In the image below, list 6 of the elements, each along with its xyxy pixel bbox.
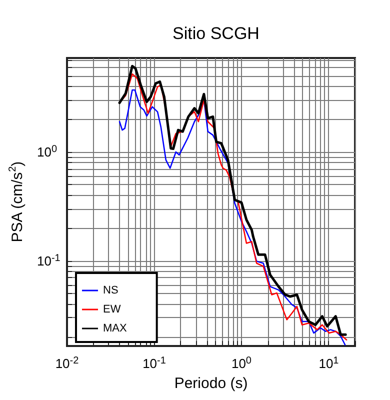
y-axis-title: PSA (cm/s2): [8, 161, 26, 242]
x-axis-title: Periodo (s): [174, 375, 248, 392]
legend-label: MAX: [103, 322, 128, 334]
chart-title: Sitio SCGH: [172, 24, 260, 43]
legend-label: NS: [103, 284, 118, 296]
legend-label: EW: [103, 304, 122, 316]
